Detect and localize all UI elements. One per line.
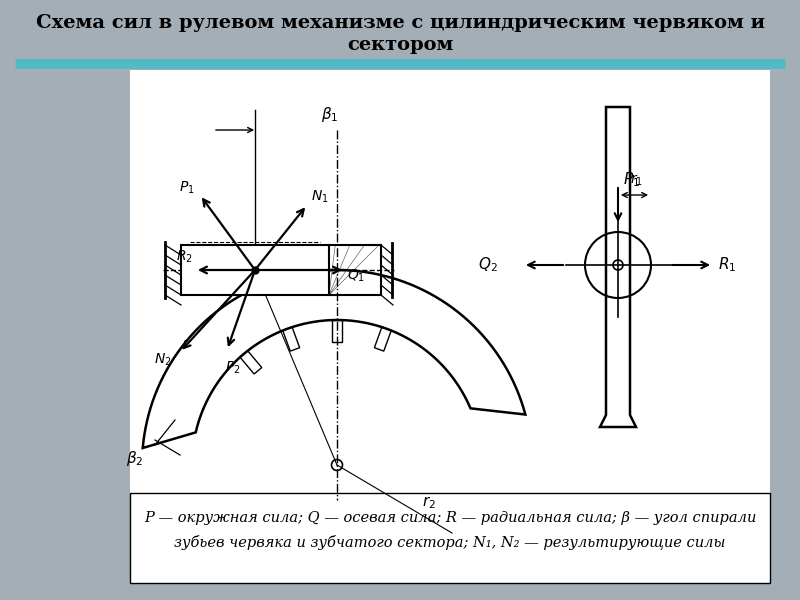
Text: $r_1$: $r_1$ xyxy=(630,172,643,188)
Text: $Q_2$: $Q_2$ xyxy=(478,256,498,274)
Text: сектором: сектором xyxy=(347,36,453,54)
Text: $\beta_1$: $\beta_1$ xyxy=(322,106,338,124)
Text: $r_2$: $r_2$ xyxy=(422,494,436,511)
Text: $\beta_2$: $\beta_2$ xyxy=(126,449,144,467)
Text: $Q_1$: $Q_1$ xyxy=(347,268,365,284)
Bar xyxy=(130,493,770,583)
Text: $R_2$: $R_2$ xyxy=(176,249,193,265)
Bar xyxy=(181,245,329,295)
Bar xyxy=(130,70,770,495)
Text: $R_1$: $R_1$ xyxy=(718,256,736,274)
Text: $N_2$: $N_2$ xyxy=(154,352,172,368)
Text: зубьев червяка и зубчатого сектора; N₁, N₂ — результирующие силы: зубьев червяка и зубчатого сектора; N₁, … xyxy=(174,535,726,551)
Text: $N_1$: $N_1$ xyxy=(311,189,329,205)
Text: $P_2$: $P_2$ xyxy=(226,360,241,376)
Text: $P_1$: $P_1$ xyxy=(179,180,195,196)
Text: $P_1$: $P_1$ xyxy=(623,170,640,190)
Text: Схема сил в рулевом механизме с цилиндрическим червяком и: Схема сил в рулевом механизме с цилиндри… xyxy=(35,14,765,32)
Text: P — окружная сила; Q — осевая сила; R — радиальная сила; β — угол спирали: P — окружная сила; Q — осевая сила; R — … xyxy=(144,511,756,525)
